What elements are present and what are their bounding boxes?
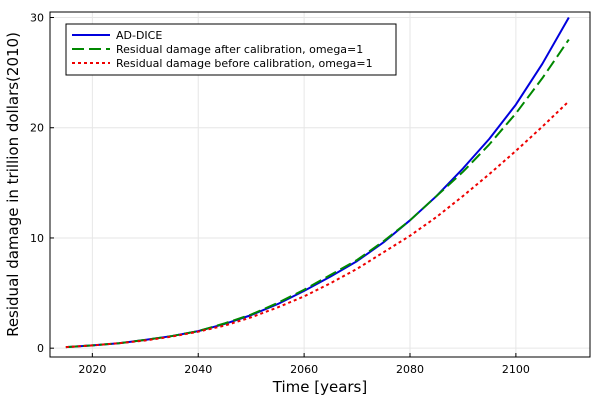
x-tick-label: 2040 xyxy=(184,363,212,376)
series-line-2 xyxy=(65,100,570,349)
legend-entry: Residual damage before calibration, omeg… xyxy=(116,57,373,70)
legend-entry: Residual damage after calibration, omega… xyxy=(116,43,363,56)
series-line-1 xyxy=(65,38,570,349)
x-tick-label: 2020 xyxy=(78,363,106,376)
plot-area-frame xyxy=(49,11,591,358)
x-tick-label: 2100 xyxy=(502,363,530,376)
legend-entry: AD-DICE xyxy=(116,29,162,42)
y-tick-label: 10 xyxy=(30,232,44,245)
series-lines xyxy=(65,17,570,349)
legend-box xyxy=(65,23,397,76)
x-tick-label: 2080 xyxy=(396,363,424,376)
y-tick-label: 0 xyxy=(37,342,44,355)
x-tick-label: 2060 xyxy=(290,363,318,376)
y-tick-label: 30 xyxy=(30,12,44,25)
y-axis-title: Residual damage in trillion dollars(2010… xyxy=(4,32,22,337)
y-tick-label: 20 xyxy=(30,122,44,135)
x-axis-title: Time [years] xyxy=(272,378,367,396)
axis-ticks: 2020 2040 2060 2080 2100 0 10 20 30 xyxy=(30,12,530,376)
